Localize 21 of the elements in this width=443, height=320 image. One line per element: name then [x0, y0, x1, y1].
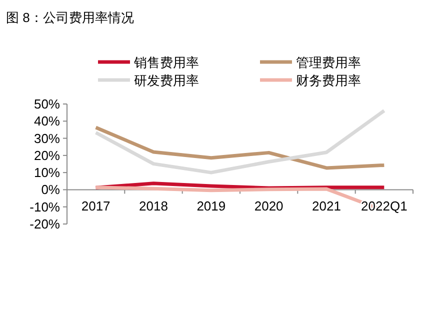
legend-label: 管理费用率 [296, 55, 361, 70]
x-tick-label: 2019 [196, 198, 226, 214]
legend-label: 销售费用率 [133, 55, 199, 70]
y-tick-label: 0% [41, 182, 60, 198]
x-tick-label: 2017 [81, 198, 110, 214]
y-tick-label: -10% [30, 199, 60, 214]
x-tick-label: 2021 [312, 198, 341, 214]
y-tick-label: 10% [34, 165, 60, 180]
x-tick-label: 2020 [254, 198, 284, 214]
x-tick-label: 2018 [139, 198, 168, 214]
y-tick-label: 40% [34, 114, 60, 129]
x-tick-label: 2022Q1 [361, 198, 408, 214]
chart-title: 图 8：公司费用率情况 [6, 10, 134, 25]
y-tick-label: 50% [34, 96, 60, 112]
y-tick-label: 30% [34, 130, 60, 146]
line-series [94, 108, 386, 174]
legend-label: 财务费用率 [296, 73, 361, 88]
legend-label: 研发费用率 [134, 73, 199, 88]
line-series [94, 126, 386, 170]
y-tick-label: -20% [30, 216, 60, 232]
y-tick-label: 20% [34, 148, 60, 163]
